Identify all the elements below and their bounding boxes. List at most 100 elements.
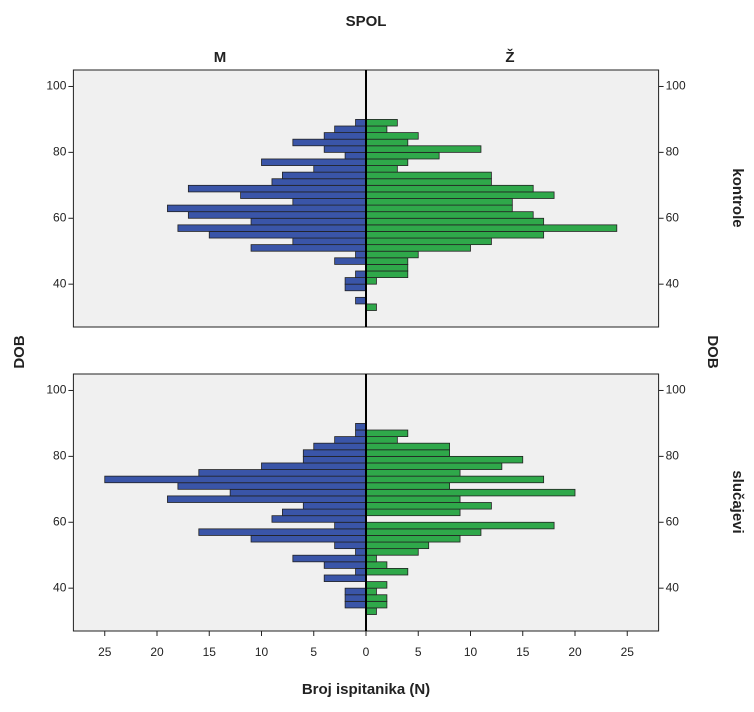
bar	[355, 296, 367, 305]
bar	[167, 495, 367, 503]
bar	[365, 178, 492, 186]
bar	[365, 224, 618, 232]
bar	[365, 482, 450, 490]
bar	[365, 502, 492, 510]
y-tick-label: 40	[666, 276, 680, 290]
bar	[365, 158, 409, 166]
bar	[302, 502, 367, 510]
bar	[271, 515, 367, 523]
bar	[355, 250, 367, 259]
x-tick-label: 25	[621, 645, 635, 659]
bar	[344, 587, 367, 596]
bar	[365, 250, 419, 259]
bar	[365, 541, 430, 550]
x-axis-label: Broj ispitanika (N)	[302, 681, 430, 698]
y-tick-label: 100	[46, 79, 66, 93]
bar	[365, 469, 461, 477]
bar	[177, 482, 367, 490]
bar	[292, 198, 367, 206]
bar	[292, 554, 367, 563]
y-tick-label: 100	[666, 383, 686, 397]
x-tick-label: 10	[464, 645, 478, 659]
x-tick-label: 15	[203, 645, 217, 659]
bar	[187, 184, 367, 193]
chart-title: SPOL	[346, 13, 387, 30]
bar	[292, 237, 367, 246]
bar	[365, 587, 377, 596]
bar	[250, 244, 367, 252]
bar	[365, 138, 409, 147]
column-label: M	[214, 49, 227, 66]
bar	[365, 132, 419, 140]
y-tick-label: 80	[666, 145, 680, 159]
bar	[344, 151, 367, 160]
x-tick-label: 5	[310, 645, 317, 659]
bar	[177, 224, 367, 232]
bar	[167, 204, 367, 213]
bar	[365, 600, 388, 609]
x-tick-label: 25	[98, 645, 112, 659]
bar	[365, 495, 461, 503]
bar	[365, 594, 388, 602]
column-label: Ž	[505, 48, 514, 66]
bar	[313, 442, 367, 451]
panel-label: slučajevi	[729, 470, 746, 533]
bar	[365, 257, 409, 265]
bar	[365, 535, 461, 543]
bar	[355, 429, 367, 438]
x-tick-label: 20	[568, 645, 582, 659]
bar	[365, 303, 377, 311]
bar	[334, 257, 367, 265]
bar	[334, 541, 367, 550]
bar	[355, 270, 367, 278]
bar	[365, 475, 545, 484]
bar	[323, 561, 367, 569]
bar	[365, 211, 534, 219]
bar	[250, 217, 367, 226]
bar	[365, 561, 388, 569]
y-tick-label: 40	[666, 580, 680, 594]
y-tick-label: 80	[53, 449, 67, 463]
bar	[365, 277, 377, 285]
bar	[365, 119, 398, 127]
bar	[261, 158, 367, 166]
bar	[365, 217, 545, 226]
y-tick-label: 60	[53, 514, 67, 528]
bar	[365, 521, 555, 530]
x-tick-label: 10	[255, 645, 269, 659]
bar	[365, 455, 524, 464]
bar	[271, 178, 367, 186]
bar	[365, 581, 388, 589]
bar	[355, 567, 367, 576]
bar	[365, 151, 440, 160]
bar	[365, 237, 492, 246]
bar	[261, 462, 367, 470]
bar	[365, 204, 513, 213]
bar	[208, 231, 367, 239]
bar	[365, 488, 576, 497]
y-tick-label: 60	[53, 210, 67, 224]
bar	[313, 165, 367, 173]
y-tick-label: 80	[666, 449, 680, 463]
bar	[365, 567, 409, 576]
bar	[292, 138, 367, 147]
bar	[281, 171, 367, 180]
bar	[365, 548, 419, 556]
bar	[365, 528, 482, 536]
bar	[355, 548, 367, 556]
bar	[344, 594, 367, 602]
y-tick-label: 100	[46, 383, 66, 397]
bar	[365, 263, 409, 272]
bar	[365, 270, 409, 278]
bar	[365, 231, 545, 239]
bar	[365, 125, 388, 134]
bar	[240, 191, 367, 199]
y-tick-label: 60	[666, 210, 680, 224]
bar	[365, 198, 513, 206]
bar	[344, 600, 367, 609]
bar	[365, 184, 534, 193]
bar	[365, 462, 503, 470]
bar	[344, 277, 367, 285]
bar	[365, 449, 450, 457]
